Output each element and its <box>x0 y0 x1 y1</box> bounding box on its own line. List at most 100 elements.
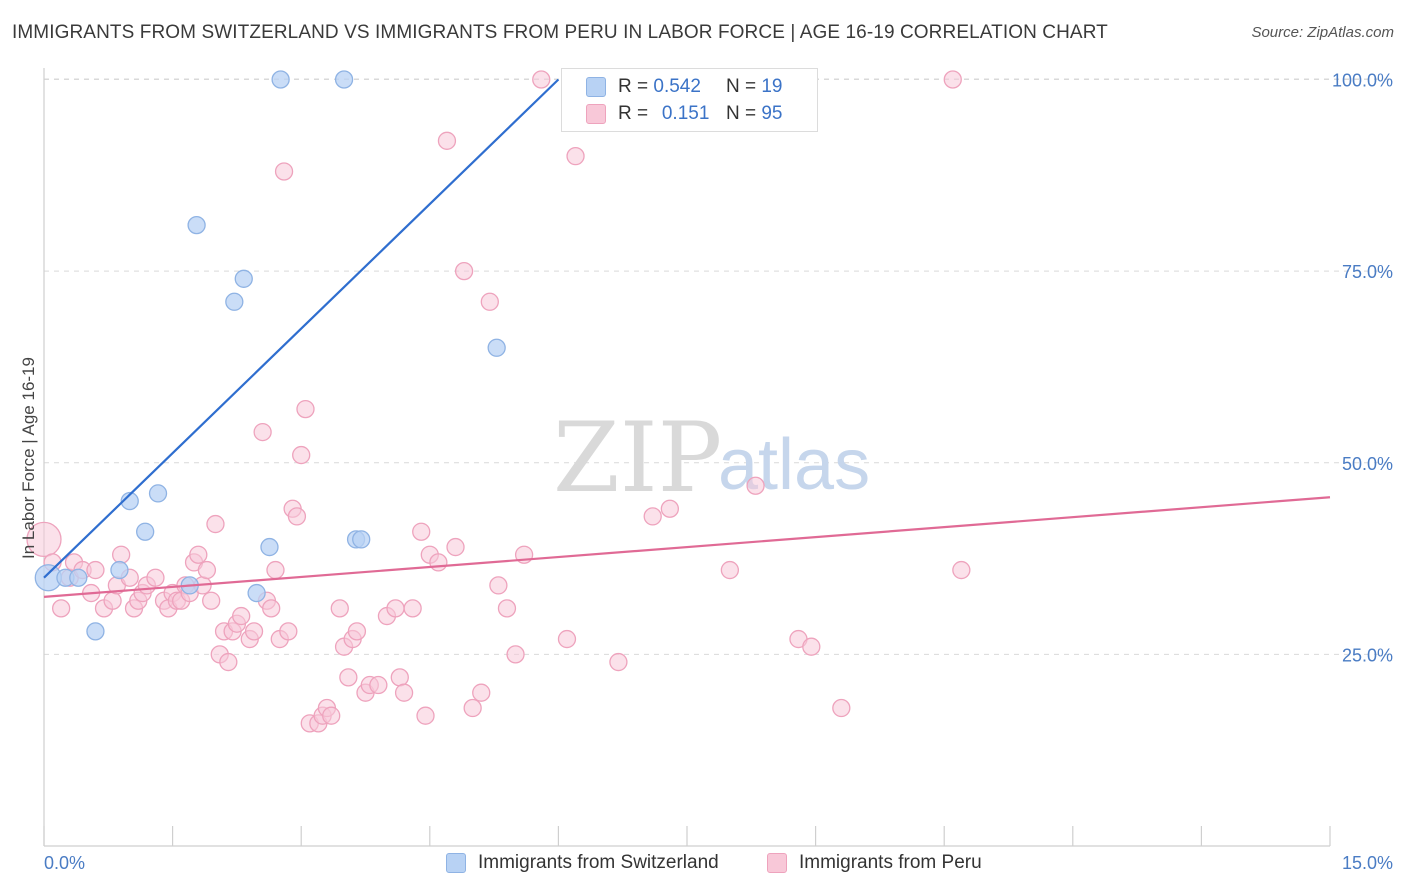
peru-point <box>189 545 208 564</box>
peru-point <box>643 507 662 526</box>
switzerland-point <box>120 491 139 511</box>
switzerland-point <box>247 583 266 603</box>
peru-trend-line <box>43 496 1331 598</box>
peru-points <box>26 70 971 733</box>
peru-point <box>232 606 251 626</box>
peru-point <box>454 261 474 281</box>
legend-r-value-peru: 0.151 <box>661 103 710 124</box>
peru-point <box>832 698 851 718</box>
peru-point <box>952 560 971 580</box>
source-credit: Source: ZipAtlas.com <box>1251 24 1394 41</box>
peru-point <box>202 591 221 610</box>
peru-point <box>802 637 821 656</box>
switzerland-point <box>86 622 105 641</box>
legend-r-label: R = <box>618 103 649 124</box>
peru-point <box>51 599 71 618</box>
peru-point <box>489 576 508 595</box>
peru-point <box>609 652 628 672</box>
peru-point <box>943 70 962 89</box>
peru-point <box>197 560 217 580</box>
peru-point <box>292 445 311 465</box>
y-tick-label-25: 25.0% <box>1342 645 1393 665</box>
peru-point <box>403 599 422 618</box>
switzerland-point <box>225 292 244 311</box>
peru-point <box>103 591 122 610</box>
switzerland-point <box>487 338 506 357</box>
peru-point <box>274 162 294 181</box>
legend-row-peru: R = 0.151 N = 95 <box>586 101 782 127</box>
peru-point <box>532 70 551 89</box>
watermark: ZIP atlas <box>553 402 870 514</box>
x-tick-label-max: 15.0% <box>1342 853 1393 873</box>
peru-point <box>86 560 105 580</box>
peru-point <box>244 622 264 641</box>
legend-swatch-peru <box>767 853 787 873</box>
peru-point <box>279 622 298 641</box>
peru-point <box>746 476 765 495</box>
legend-label-switzerland: Immigrants from Switzerland <box>478 852 719 873</box>
peru-point <box>720 560 740 580</box>
stats-legend: R = 0.542 N = 19 R = 0.151 N = 95 <box>561 68 818 132</box>
peru-point <box>446 537 465 557</box>
peru-point <box>322 706 341 725</box>
peru-point <box>146 568 165 587</box>
switzerland-point <box>69 568 88 587</box>
peru-point <box>506 645 525 664</box>
switzerland-point <box>110 560 129 580</box>
peru-point <box>206 514 225 534</box>
peru-point <box>412 522 431 541</box>
legend-n-label: N = <box>725 103 757 124</box>
switzerland-point <box>234 269 253 288</box>
peru-point <box>463 698 482 718</box>
switzerland-point <box>334 70 354 89</box>
peru-point <box>287 507 307 526</box>
y-tick-label-50: 50.0% <box>1342 454 1393 474</box>
peru-point <box>330 599 349 618</box>
switzerland-point <box>187 215 206 235</box>
peru-point <box>262 599 281 618</box>
peru-point <box>26 521 62 558</box>
peru-point <box>394 683 414 702</box>
switzerland-point <box>352 530 371 549</box>
peru-point <box>416 706 435 725</box>
x-tick-label-min: 0.0% <box>44 853 85 873</box>
peru-point <box>566 146 585 166</box>
switzerland-point <box>136 522 155 541</box>
legend-label-peru: Immigrants from Peru <box>799 852 982 873</box>
peru-point <box>347 622 367 641</box>
legend-n-value-peru: 95 <box>761 103 783 124</box>
y-tick-label-100: 100.0% <box>1332 71 1393 91</box>
peru-point <box>437 131 457 150</box>
switzerland-point <box>271 70 290 89</box>
x-tick-marks <box>43 826 1331 846</box>
peru-point <box>253 422 272 442</box>
peru-point <box>557 629 577 649</box>
legend-swatch-switzerland <box>586 77 606 97</box>
legend-n-label: N = <box>725 76 757 97</box>
y-tick-label-75: 75.0% <box>1342 262 1393 282</box>
y-axis-label: In Labor Force | Age 16-19 <box>19 357 38 559</box>
peru-point <box>386 599 405 618</box>
chart-title: IMMIGRANTS FROM SWITZERLAND VS IMMIGRANT… <box>12 22 1108 43</box>
legend-item-switzerland: Immigrants from Switzerland <box>446 852 719 874</box>
trend-lines <box>43 78 1331 598</box>
legend-swatch-switzerland <box>446 853 466 873</box>
peru-point <box>112 545 131 564</box>
peru-point <box>390 668 409 687</box>
switzerland-point <box>148 484 168 503</box>
watermark-atlas: atlas <box>718 425 870 505</box>
switzerland-points <box>34 70 506 641</box>
series-legend: Immigrants from Switzerland Immigrants f… <box>0 852 1406 876</box>
switzerland-point <box>260 537 279 557</box>
peru-point <box>497 599 517 618</box>
peru-point <box>480 292 499 311</box>
gridlines <box>44 78 1392 655</box>
legend-swatch-peru <box>586 104 606 124</box>
legend-r-label: R = <box>618 76 649 97</box>
switzerland-trend-line <box>43 78 560 579</box>
legend-n-value-switzerland: 19 <box>761 76 783 97</box>
peru-point <box>369 675 388 695</box>
legend-r-value-switzerland: 0.542 <box>653 76 701 97</box>
peru-point <box>219 652 238 672</box>
